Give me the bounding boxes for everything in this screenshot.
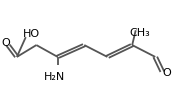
Text: O: O	[2, 38, 11, 48]
Text: O: O	[162, 68, 171, 78]
Text: CH₃: CH₃	[129, 28, 150, 38]
Text: HO: HO	[23, 29, 40, 39]
Text: H₂N: H₂N	[43, 72, 65, 82]
